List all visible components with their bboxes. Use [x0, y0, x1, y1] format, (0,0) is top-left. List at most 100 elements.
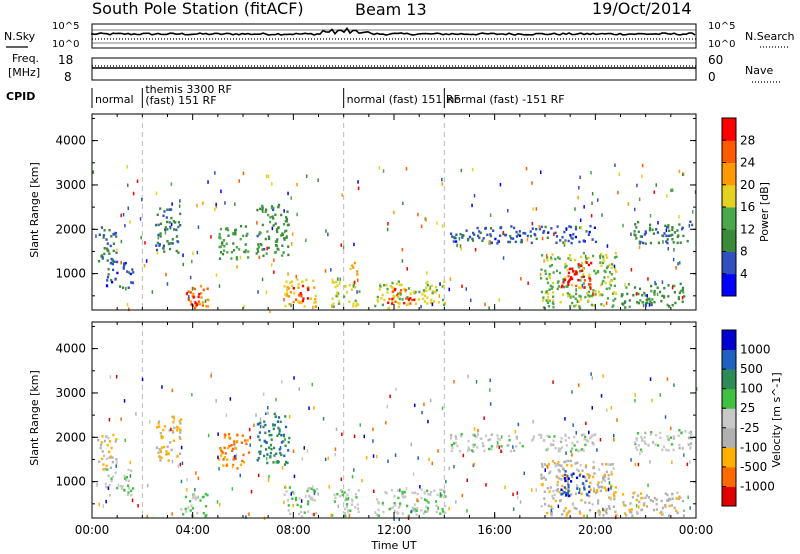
heatmap-cell [225, 242, 228, 246]
heatmap-cell [261, 248, 264, 251]
heatmap-cell [268, 446, 271, 449]
colorbar-swatch [722, 251, 736, 275]
heatmap-cell [567, 283, 570, 286]
heatmap-cell [289, 281, 292, 285]
heatmap-cell [575, 484, 579, 487]
heatmap-cell [678, 291, 681, 295]
heatmap-cell [325, 229, 327, 233]
heatmap-cell [395, 387, 397, 391]
heatmap-cell [173, 426, 176, 430]
heatmap-cell [546, 448, 549, 451]
heatmap-cell [641, 496, 644, 500]
heatmap-cell [561, 293, 564, 296]
heatmap-cell [450, 444, 453, 447]
heatmap-cell [106, 485, 109, 489]
heatmap-cell [675, 266, 677, 270]
heatmap-cell [402, 201, 404, 206]
heatmap-cell [671, 228, 674, 231]
heatmap-cell [638, 287, 642, 291]
heatmap-cell [146, 515, 148, 519]
heatmap-cell [264, 431, 267, 435]
heatmap-cell [253, 423, 255, 427]
heatmap-cell [560, 446, 564, 449]
heatmap-cell [500, 226, 503, 229]
heatmap-cell [255, 252, 258, 255]
heatmap-cell [620, 294, 623, 298]
heatmap-cell [259, 243, 262, 246]
heatmap-cell [132, 487, 135, 490]
heatmap-cell [184, 510, 188, 514]
heatmap-cell [672, 241, 675, 244]
heatmap-cell [101, 435, 104, 438]
heatmap-cell [669, 498, 672, 501]
heatmap-cell [606, 463, 609, 466]
heatmap-cell [270, 206, 273, 210]
heatmap-cell [292, 449, 295, 453]
heatmap-cell [324, 457, 327, 462]
heatmap-cell [666, 225, 669, 229]
heatmap-cell [250, 489, 253, 494]
heatmap-cell [303, 446, 305, 450]
heatmap-cell [166, 228, 169, 231]
colorbar-tick-label: 25 [740, 401, 755, 415]
heatmap-cell [649, 241, 652, 245]
heatmap-cell [327, 232, 329, 237]
heatmap-cell [590, 261, 593, 265]
heatmap-cell [508, 435, 511, 438]
heatmap-cell [567, 239, 570, 243]
freq-tick-high: 18 [58, 53, 73, 67]
heatmap-cell [159, 449, 162, 452]
heatmap-cell [584, 295, 587, 299]
heatmap-cell [103, 439, 106, 443]
heatmap-cell [650, 431, 653, 434]
heatmap-cell [590, 214, 593, 218]
cpid-segment-label: (fast) 151 RF [145, 94, 216, 107]
heatmap-cell [465, 287, 467, 291]
heatmap-cell [564, 434, 567, 438]
heatmap-cell [191, 294, 194, 297]
heatmap-cell [641, 163, 644, 168]
heatmap-cell [418, 290, 421, 294]
nsky-tick-high: 10^5 [52, 21, 79, 32]
heatmap-cell [581, 448, 584, 451]
heatmap-cell [393, 295, 396, 298]
heatmap-cell [515, 437, 518, 441]
heatmap-cell [119, 285, 122, 288]
heatmap-cell [550, 264, 554, 267]
heatmap-cell [256, 247, 259, 251]
heatmap-cell [194, 495, 197, 499]
heatmap-cell [453, 465, 455, 469]
heatmap-cell [600, 481, 603, 484]
heatmap-cell [686, 462, 689, 467]
heatmap-cell [207, 180, 209, 184]
heatmap-cell [459, 244, 462, 248]
heatmap-cell [441, 507, 444, 511]
heatmap-cell [591, 201, 593, 205]
heatmap-cell [172, 439, 175, 442]
heatmap-cell [173, 228, 176, 231]
heatmap-cell [382, 169, 385, 173]
heatmap-cell [397, 506, 400, 509]
heatmap-cell [600, 303, 603, 306]
heatmap-cell [662, 240, 664, 244]
heatmap-cell [649, 460, 651, 464]
heatmap-cell [268, 237, 271, 240]
heatmap-cell [397, 296, 400, 299]
heatmap-cell [655, 498, 658, 501]
heatmap-cell [197, 495, 199, 500]
heatmap-cell [443, 489, 445, 493]
heatmap-cell [290, 303, 292, 308]
heatmap-cell [120, 487, 124, 490]
heatmap-cell [127, 206, 129, 210]
heatmap-cell [200, 292, 203, 295]
heatmap-cell [635, 292, 638, 296]
heatmap-cell [337, 302, 341, 305]
heatmap-cell [598, 485, 601, 489]
heatmap-cell [292, 286, 295, 290]
heatmap-cell [613, 291, 616, 294]
heatmap-cell [604, 488, 608, 492]
heatmap-cell [596, 270, 599, 274]
heatmap-cell [454, 435, 457, 438]
heatmap-cell [340, 243, 342, 247]
